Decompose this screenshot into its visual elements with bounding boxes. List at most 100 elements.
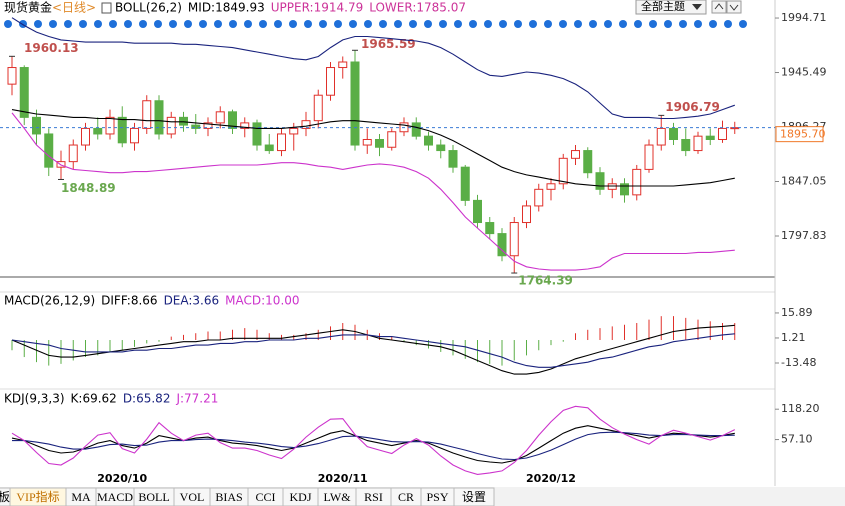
candle-body [338, 61, 348, 69]
tab-label[interactable]: MA [71, 490, 91, 504]
tab-label[interactable]: 板 [0, 490, 10, 504]
candle-body [203, 122, 213, 129]
candle-body [522, 205, 531, 224]
low-label: 1764.39 [518, 274, 573, 288]
tab-label[interactable]: CCI [255, 490, 275, 504]
tab-label[interactable]: VIP指标 [16, 489, 59, 504]
candle-body [313, 94, 323, 122]
event-dot [514, 20, 522, 28]
candle-body [546, 183, 556, 190]
tab-label[interactable]: CR [398, 490, 414, 504]
event-dot [679, 20, 687, 28]
event-dot [709, 20, 717, 28]
candle-body [436, 144, 446, 152]
indicator-line [11, 324, 735, 375]
event-dot [49, 20, 57, 28]
theme-select[interactable] [635, 0, 707, 15]
down-button[interactable] [726, 0, 742, 14]
tab-label[interactable]: LW& [323, 490, 351, 504]
indicator-line [11, 112, 735, 271]
indicator-line [11, 109, 735, 187]
candle-body [571, 150, 580, 159]
x-tick-label: 2020/12 [526, 472, 576, 485]
candle-body [117, 116, 127, 144]
candle-body [215, 111, 225, 124]
indicator-label: DEA:3.66 [164, 294, 220, 308]
event-dot [259, 20, 267, 28]
y-tick-label: 1994.71 [781, 11, 827, 24]
indicator-line [11, 405, 736, 475]
candle-body [130, 127, 139, 144]
y-tick-label: 118.20 [781, 402, 820, 415]
indicator-label: D:65.82 [123, 392, 171, 406]
up-icon [714, 3, 724, 10]
candle-body [7, 67, 17, 85]
tab-label[interactable]: 设置 [462, 490, 486, 504]
x-tick-label: 2020/10 [97, 472, 147, 485]
indicator-icon [101, 2, 112, 14]
candle-body [81, 127, 90, 146]
event-dot [439, 20, 447, 28]
event-dot [199, 20, 207, 28]
event-dot [4, 20, 12, 28]
tab[interactable] [453, 487, 495, 506]
event-dot [409, 20, 417, 28]
tab-label[interactable]: VOL [180, 490, 205, 504]
event-dot [349, 20, 357, 28]
event-dot [469, 20, 477, 28]
high-label: 1960.13 [24, 41, 79, 55]
candle-body [411, 122, 421, 137]
indicator-label: DIFF:8.66 [101, 294, 157, 308]
tab-label[interactable]: MACD [97, 490, 133, 504]
event-dot [169, 20, 177, 28]
candle-body [620, 183, 629, 196]
indicator-label: K:69.62 [71, 392, 117, 406]
candle-body [460, 166, 470, 201]
event-dot [229, 20, 237, 28]
period: <日线> [52, 1, 96, 15]
event-dot [574, 20, 582, 28]
candle-body [656, 127, 666, 146]
candle-body [534, 188, 544, 207]
event-dot [739, 20, 747, 28]
y-tick-label: 1.21 [781, 331, 806, 344]
tab-label[interactable]: BOLL [138, 490, 169, 504]
low-label: 1848.89 [61, 181, 116, 195]
event-dot [694, 20, 702, 28]
event-dot [499, 20, 507, 28]
tab-label[interactable]: BIAS [215, 490, 242, 504]
candle-body [375, 138, 384, 148]
candle-body [669, 127, 678, 140]
up-button[interactable] [711, 0, 727, 14]
event-dot [94, 20, 102, 28]
candle-body [19, 67, 29, 118]
event-dot [109, 20, 117, 28]
event-dot [634, 20, 642, 28]
event-dot [484, 20, 492, 28]
y-tick-label: 1847.05 [781, 175, 827, 188]
event-dot [454, 20, 462, 28]
y-tick-label: 1797.83 [781, 229, 827, 242]
tab-label[interactable]: KDJ [289, 490, 311, 504]
tab-label[interactable]: RSI [364, 490, 383, 504]
high-label: 1965.59 [361, 37, 416, 51]
event-dot [724, 20, 732, 28]
candle-body [44, 133, 54, 168]
candle-body [179, 116, 188, 126]
y-tick-label: -13.48 [781, 356, 816, 369]
candle-body [326, 67, 335, 96]
candle-body [289, 127, 299, 135]
indicator-label: MID:1849.93 [188, 1, 265, 15]
event-dot [154, 20, 162, 28]
y-tick-label: 15.89 [781, 306, 813, 319]
candle-body [485, 222, 495, 235]
indicator-line [12, 431, 735, 461]
theme-arrow[interactable] [692, 4, 702, 10]
indicator-label: J:77.21 [175, 392, 218, 406]
theme-label[interactable]: 全部主题 [641, 0, 685, 13]
candle-body [277, 133, 286, 152]
event-dot [559, 20, 567, 28]
tab-label[interactable]: PSY [426, 490, 448, 504]
